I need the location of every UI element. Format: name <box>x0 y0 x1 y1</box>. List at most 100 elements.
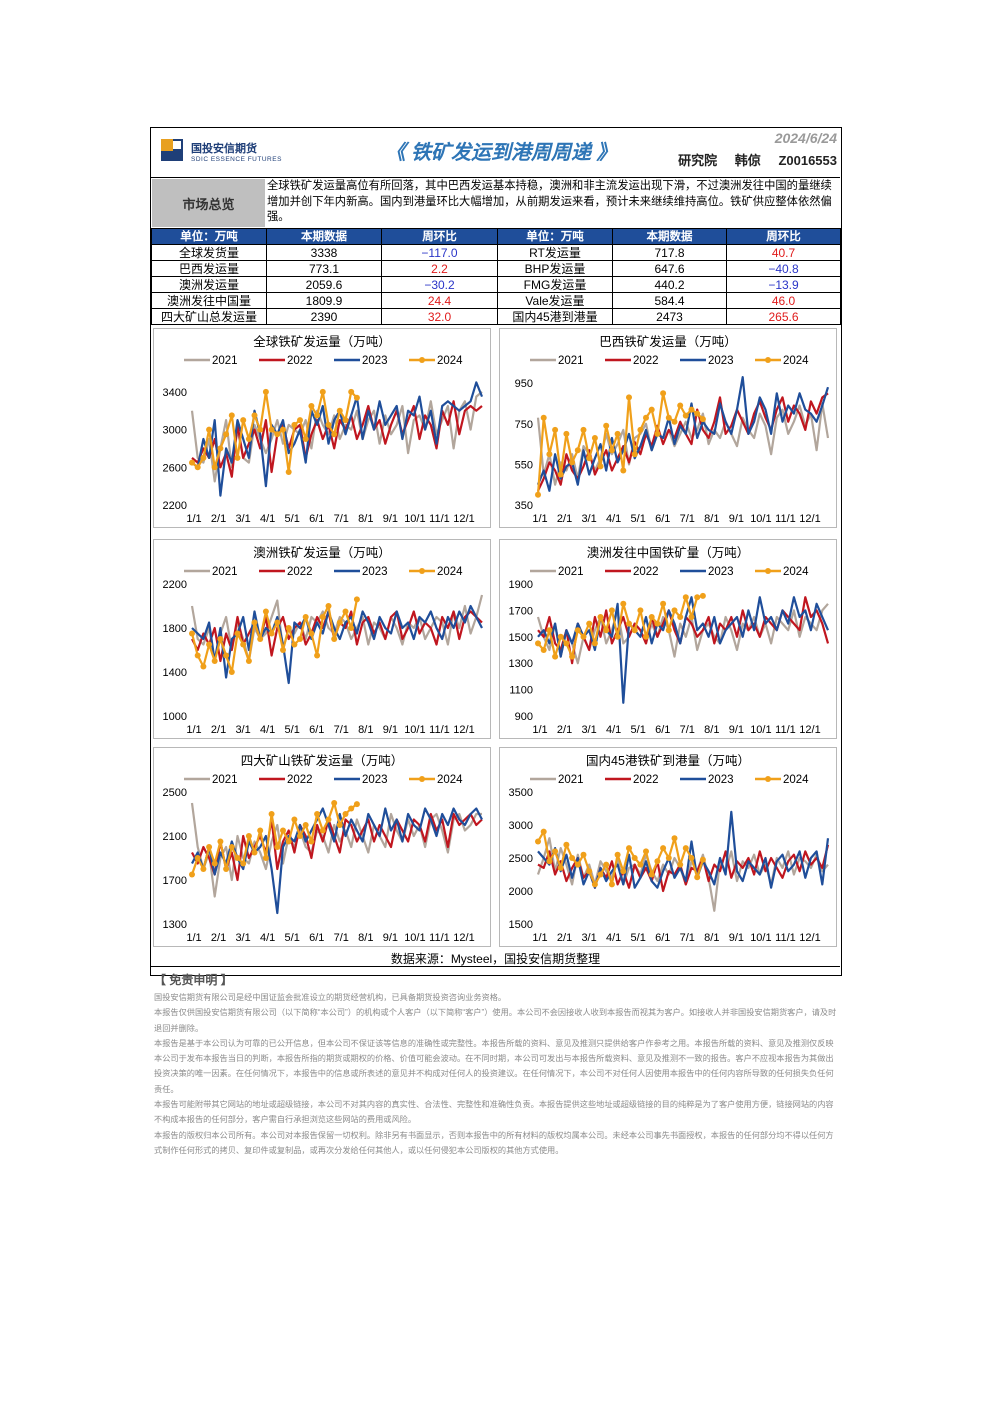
disclaimer-paragraph: 本报告是基于本公司认为可靠的已公开信息，但本公司不保证该等信息的准确性或完整性。… <box>154 1038 834 1094</box>
data-point <box>688 406 695 413</box>
legend-marker <box>419 776 425 782</box>
data-point <box>574 861 581 868</box>
y-tick-label: 3400 <box>163 387 187 399</box>
data-point <box>268 426 275 433</box>
data-point <box>217 445 224 452</box>
chart-title: 澳洲发往中国铁矿量（万吨） <box>586 546 750 560</box>
data-point <box>671 607 678 614</box>
x-tick-label: 12/1 <box>453 513 474 525</box>
x-tick-label: 12/1 <box>799 724 820 736</box>
data-point <box>268 811 275 817</box>
data-point <box>688 855 695 861</box>
data-point <box>552 848 559 855</box>
legend-label: 2024 <box>437 355 463 367</box>
x-tick-label: 10/1 <box>750 932 771 944</box>
data-point <box>217 636 224 642</box>
data-point <box>217 838 224 845</box>
data-point <box>540 647 547 653</box>
data-point <box>240 417 247 424</box>
data-point <box>308 403 315 409</box>
data-point <box>586 455 593 462</box>
data-point <box>654 858 661 865</box>
data-point <box>348 388 355 395</box>
data-point <box>336 619 343 626</box>
data-point <box>291 421 298 428</box>
series-line-2023 <box>537 596 830 704</box>
data-point <box>569 459 576 466</box>
data-point <box>569 855 576 861</box>
y-tick-label: 1400 <box>163 667 187 679</box>
data-point <box>353 394 360 401</box>
data-point <box>331 431 338 438</box>
x-tick-label: 4/1 <box>606 724 621 736</box>
data-point <box>540 414 547 421</box>
metric-value: 2059.6 <box>266 276 382 293</box>
logo-mark-outline <box>173 139 183 151</box>
legend-label: 2021 <box>558 355 584 367</box>
data-point <box>194 652 201 659</box>
metric-name: 巴西发运量 <box>151 260 267 277</box>
data-point <box>342 608 349 615</box>
x-tick-label: 6/1 <box>655 932 670 944</box>
metric-change: −40.8 <box>726 260 841 277</box>
x-tick-label: 10/1 <box>404 724 425 736</box>
x-tick-label: 9/1 <box>729 513 744 525</box>
divider <box>151 966 840 968</box>
report-title: 《 铁矿发运到港周周递 》 <box>385 142 617 164</box>
analyst-license: Z0016553 <box>778 153 837 168</box>
australia-shipment-chart: 澳洲铁矿发运量（万吨） 2021 2022 2023 2024 1000 1400 1800 2… <box>153 539 491 739</box>
x-tick-label: 1/1 <box>186 724 201 736</box>
y-tick-label: 1500 <box>509 632 533 644</box>
metric-change: 265.6 <box>726 308 841 325</box>
y-tick-label: 1900 <box>509 579 533 591</box>
x-tick-label: 4/1 <box>260 724 275 736</box>
data-point <box>660 600 667 607</box>
data-point <box>274 844 281 850</box>
x-tick-label: 4/1 <box>606 513 621 525</box>
legend-label: 2024 <box>783 355 809 367</box>
y-tick-label: 3000 <box>509 820 533 832</box>
data-point <box>262 855 269 861</box>
disclaimer-body: 国投安信期货有限公司是经中国证监会批准设立的期货经营机构，已具备期货投资咨询业务… <box>154 990 837 1158</box>
y-tick-label: 350 <box>515 500 533 512</box>
legend-marker <box>765 357 771 363</box>
data-point <box>234 855 241 861</box>
data-point <box>563 640 570 647</box>
data-point <box>319 388 326 395</box>
legend-label: 2021 <box>212 355 238 367</box>
metric-value: 717.8 <box>612 244 727 261</box>
data-point <box>308 630 315 637</box>
global-shipment-chart: 全球铁矿发运量（万吨） 2021 2022 2023 2024 2200 2600 3000 3… <box>153 328 491 528</box>
y-tick-label: 750 <box>515 419 533 431</box>
metric-name: 四大矿山总发运量 <box>151 308 267 325</box>
metric-change: −117.0 <box>381 244 498 261</box>
data-point <box>699 856 706 863</box>
series-line-2024 <box>190 599 358 674</box>
data-point <box>336 407 343 414</box>
data-point <box>245 833 252 839</box>
report-header: 国投安信期货 SDIC ESSENCE FUTURES 《 铁矿发运到港周周递 … <box>151 128 840 178</box>
metric-change: 2.2 <box>381 260 498 277</box>
data-point <box>336 822 343 828</box>
legend-label: 2024 <box>437 774 463 786</box>
data-point <box>682 845 689 852</box>
data-point <box>234 630 241 637</box>
data-point <box>257 827 264 834</box>
x-tick-label: 3/1 <box>581 513 596 525</box>
legend-label: 2022 <box>633 355 659 367</box>
disclaimer-title: 【 免责申明 】 <box>154 973 233 987</box>
y-tick-label: 1800 <box>163 623 187 635</box>
data-point <box>654 430 661 437</box>
y-tick-label: 2500 <box>509 853 533 865</box>
data-point <box>325 421 332 428</box>
x-tick-label: 3/1 <box>235 932 250 944</box>
data-point <box>580 851 587 858</box>
x-tick-label: 2/1 <box>557 932 572 944</box>
table-row: 全球发货量 3338 −117.0 RT发运量 717.8 40.7 <box>151 244 841 261</box>
legend-marker <box>419 568 425 574</box>
data-point <box>353 596 360 603</box>
y-tick-label: 1700 <box>163 875 187 887</box>
legend-marker <box>765 568 771 574</box>
company-logo: 国投安信期货 SDIC ESSENCE FUTURES <box>161 139 281 169</box>
data-point <box>699 416 706 423</box>
